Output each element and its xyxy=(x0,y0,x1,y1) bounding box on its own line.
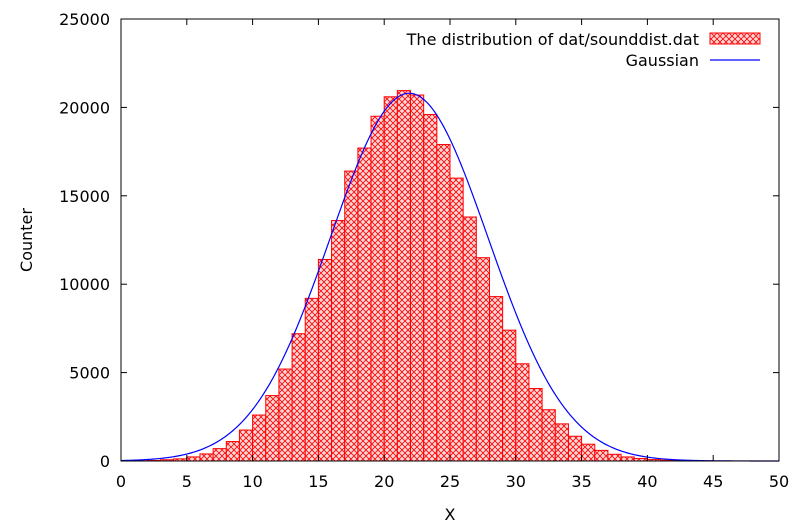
histogram-bar xyxy=(515,363,530,462)
histogram-bar xyxy=(396,90,412,462)
histogram-bar xyxy=(317,258,333,462)
y-axis-title: Counter xyxy=(17,208,36,272)
histogram-bar xyxy=(462,216,477,462)
legend-label-gaussian: Gaussian xyxy=(626,51,699,70)
x-tick-label: 0 xyxy=(116,472,126,491)
histogram-bar xyxy=(528,388,543,462)
histogram-bar xyxy=(620,456,635,462)
histogram-bar xyxy=(199,453,214,462)
histogram-bar xyxy=(344,170,359,462)
gaussian-series-line xyxy=(120,92,779,462)
histogram-bar xyxy=(225,441,240,462)
x-tick-label: 15 xyxy=(308,472,328,491)
histogram-bar xyxy=(410,94,425,462)
y-tick-label: 15000 xyxy=(59,187,110,206)
histogram-bar xyxy=(436,144,451,462)
y-tick-label: 10000 xyxy=(59,275,110,294)
x-tick-label: 10 xyxy=(242,472,262,491)
histogram-bar xyxy=(304,297,319,462)
histogram-bar xyxy=(331,220,346,462)
histogram-bar xyxy=(594,449,609,462)
y-tick-label: 20000 xyxy=(59,98,110,117)
histogram-bar xyxy=(370,115,385,462)
histogram-bar xyxy=(252,414,267,462)
y-tick-label: 25000 xyxy=(59,10,110,29)
histogram-bar xyxy=(265,395,280,462)
histogram-bar xyxy=(475,257,490,462)
x-tick-label: 35 xyxy=(571,472,591,491)
histogram-bar xyxy=(423,113,438,462)
histogram-bar xyxy=(238,429,254,462)
histogram-bar xyxy=(607,453,622,462)
histogram-bar xyxy=(554,423,569,462)
histogram-bar xyxy=(357,147,372,462)
x-tick-label: 20 xyxy=(374,472,394,491)
x-tick-label: 50 xyxy=(769,472,789,491)
axis-ticks: 0 5 10 15 20 25 30 35 40 45 50 0 5000 10000 15000 20000… xyxy=(59,10,789,491)
histogram-bar xyxy=(383,96,398,462)
histogram-bar xyxy=(502,329,517,462)
histogram-bar xyxy=(291,333,306,462)
histogram-bar xyxy=(186,456,201,462)
histogram-bar xyxy=(449,177,464,462)
x-tick-label: 45 xyxy=(703,472,723,491)
histogram-bar xyxy=(581,443,596,462)
histogram-bar xyxy=(488,296,504,462)
x-tick-label: 25 xyxy=(440,472,460,491)
x-tick-label: 40 xyxy=(637,472,657,491)
x-axis-title: X xyxy=(445,505,456,524)
histogram-bars xyxy=(120,90,767,462)
histogram-bar xyxy=(278,368,293,462)
x-tick-label: 5 xyxy=(182,472,192,491)
histogram-bar xyxy=(212,448,227,462)
legend-swatch-distribution xyxy=(709,32,761,45)
legend: The distribution of dat/sounddist.dat Ga… xyxy=(406,30,761,70)
y-tick-label: 0 xyxy=(100,452,110,471)
histogram-bar xyxy=(567,435,583,462)
x-tick-label: 30 xyxy=(506,472,526,491)
histogram-bar xyxy=(541,409,556,462)
y-tick-label: 5000 xyxy=(69,364,110,383)
legend-label-distribution: The distribution of dat/sounddist.dat xyxy=(406,30,699,49)
